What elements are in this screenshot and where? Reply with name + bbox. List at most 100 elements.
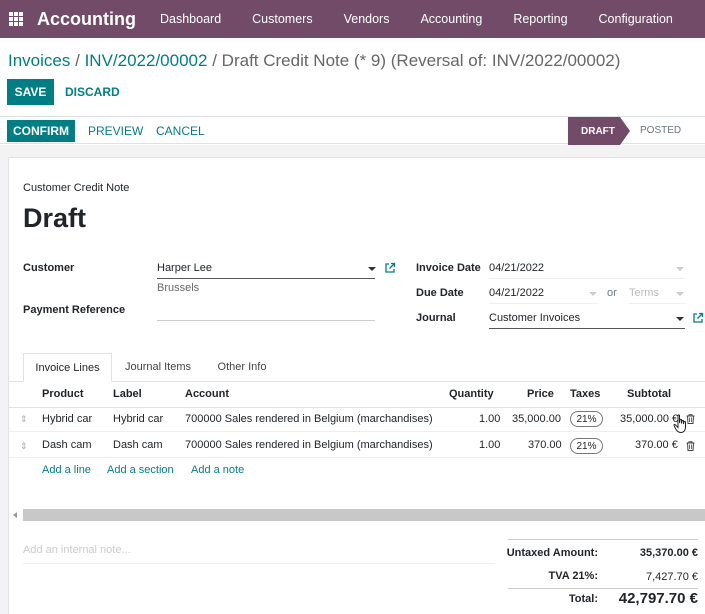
table-header-border [9, 407, 705, 408]
column-price[interactable]: Price [527, 388, 554, 400]
apps-menu-icon[interactable] [9, 12, 23, 26]
customer-dropdown-icon[interactable] [368, 267, 376, 271]
hand-cursor-icon [673, 414, 686, 434]
tax-badge[interactable]: 21% [570, 411, 603, 427]
stage-draft[interactable]: DRAFT [568, 117, 630, 145]
internal-note-input[interactable]: Add an internal note... [23, 544, 131, 556]
due-date-input[interactable]: 04/21/2022 [489, 287, 545, 299]
row-separator [9, 457, 705, 458]
column-label[interactable]: Label [113, 388, 142, 400]
menu-customers[interactable]: Customers [252, 12, 313, 26]
journal-dropdown-icon[interactable] [676, 317, 684, 321]
breadcrumb-separator: / [75, 51, 80, 70]
row-account[interactable]: 700000 Sales rendered in Belgium (marcha… [185, 439, 433, 451]
drag-handle-icon[interactable]: ⇕ [20, 441, 28, 451]
breadcrumb-invoices[interactable]: Invoices [8, 51, 71, 70]
menu-configuration[interactable]: Configuration [598, 12, 673, 26]
invoice-date-underline [489, 278, 685, 279]
tab-invoice-lines[interactable]: Invoice Lines [23, 353, 112, 382]
invoice-date-input[interactable]: 04/21/2022 [489, 262, 545, 274]
payment-reference-underline [157, 320, 375, 321]
row-price[interactable]: 35,000.00 [512, 413, 561, 425]
row-account[interactable]: 700000 Sales rendered in Belgium (marcha… [185, 413, 433, 425]
top-navbar: Accounting Dashboard Customers Vendors A… [0, 0, 705, 38]
due-date-underline [489, 303, 597, 304]
customer-address: Brussels [157, 282, 200, 294]
totals-separator [508, 588, 698, 589]
column-account[interactable]: Account [185, 388, 229, 400]
customer-input[interactable]: Harper Lee [157, 262, 213, 274]
save-button[interactable]: SAVE [7, 79, 54, 105]
or-text: or [607, 287, 617, 299]
tax-amount-label: TVA 21%: [548, 570, 598, 582]
cancel-button[interactable]: CANCEL [156, 124, 205, 138]
tax-amount-value: 7,427.70 € [646, 571, 698, 583]
row-product[interactable]: Hybrid car [42, 413, 93, 425]
untaxed-amount-value: 35,370.00 € [639, 547, 698, 559]
discard-button[interactable]: DISCARD [65, 85, 120, 99]
menu-dashboard[interactable]: Dashboard [160, 12, 222, 26]
invoice-date-dropdown-icon[interactable] [676, 267, 684, 271]
breadcrumb: Invoices / INV/2022/00002 / Draft Credit… [8, 51, 620, 71]
payment-terms-underline [629, 303, 685, 304]
tab-journal-items[interactable]: Journal Items [112, 353, 204, 382]
column-quantity[interactable]: Quantity [449, 388, 494, 400]
page-title: Draft [23, 203, 87, 233]
totals-top-border [508, 539, 698, 540]
breadcrumb-current: Draft Credit Note (* 9) (Reversal of: IN… [221, 51, 621, 70]
row-subtotal: 370.00 € [635, 439, 678, 451]
add-section-link[interactable]: Add a section [107, 464, 174, 476]
row-product[interactable]: Dash cam [42, 439, 92, 451]
tax-badge[interactable]: 21% [570, 438, 603, 454]
tab-other-info[interactable]: Other Info [204, 353, 280, 382]
document-type: Customer Credit Note [23, 182, 130, 194]
preview-button[interactable]: PREVIEW [88, 124, 144, 138]
menu-vendors[interactable]: Vendors [343, 12, 390, 26]
add-note-link[interactable]: Add a note [191, 464, 245, 476]
breadcrumb-separator: / [212, 51, 217, 70]
payment-reference-label: Payment Reference [23, 304, 126, 316]
column-subtotal[interactable]: Subtotal [627, 388, 671, 400]
external-link-icon[interactable] [692, 312, 704, 324]
stage-posted[interactable]: POSTED [640, 125, 682, 136]
row-label[interactable]: Dash cam [113, 439, 163, 451]
app-title[interactable]: Accounting [37, 8, 136, 29]
due-date-label: Due Date [416, 287, 464, 299]
column-product[interactable]: Product [42, 388, 84, 400]
journal-underline [489, 328, 685, 329]
horizontal-scrollbar[interactable] [23, 509, 705, 521]
internal-note-underline [23, 563, 495, 564]
row-label[interactable]: Hybrid car [113, 413, 164, 425]
untaxed-amount-label: Untaxed Amount: [506, 547, 598, 559]
control-panel: Invoices / INV/2022/00002 / Draft Credit… [0, 38, 705, 156]
total-value: 42,797.70 € [618, 590, 698, 607]
status-bar: CONFIRM PREVIEW CANCEL DRAFT POSTED [0, 116, 705, 145]
form-sheet: Customer Credit Note Draft Customer Harp… [8, 157, 705, 614]
menu-reporting[interactable]: Reporting [513, 12, 568, 26]
payment-terms-dropdown-icon[interactable] [676, 292, 684, 296]
row-separator [9, 431, 705, 432]
payment-terms-input[interactable]: Terms [629, 287, 659, 299]
due-date-dropdown-icon[interactable] [589, 292, 597, 296]
row-quantity[interactable]: 1.00 [479, 439, 501, 451]
total-label: Total: [568, 593, 598, 605]
customer-underline [157, 278, 375, 279]
add-line-link[interactable]: Add a line [42, 464, 91, 476]
scroll-left-arrow-icon[interactable] [13, 512, 17, 518]
drag-handle-icon[interactable]: ⇕ [20, 414, 28, 424]
breadcrumb-parent-invoice[interactable]: INV/2022/00002 [84, 51, 208, 70]
confirm-button[interactable]: CONFIRM [7, 120, 75, 142]
column-taxes[interactable]: Taxes [570, 388, 601, 400]
invoice-date-label: Invoice Date [416, 262, 481, 274]
tabs-border [9, 381, 705, 382]
journal-input[interactable]: Customer Invoices [489, 312, 581, 324]
external-link-icon[interactable] [384, 262, 396, 274]
menu-accounting[interactable]: Accounting [420, 12, 483, 26]
journal-label: Journal [416, 312, 456, 324]
row-price[interactable]: 370.00 [528, 439, 562, 451]
trash-icon[interactable] [686, 441, 695, 451]
row-subtotal: 35,000.00 € [620, 413, 679, 425]
payment-reference-input[interactable] [157, 304, 375, 318]
trash-icon[interactable] [686, 414, 695, 424]
row-quantity[interactable]: 1.00 [479, 413, 501, 425]
